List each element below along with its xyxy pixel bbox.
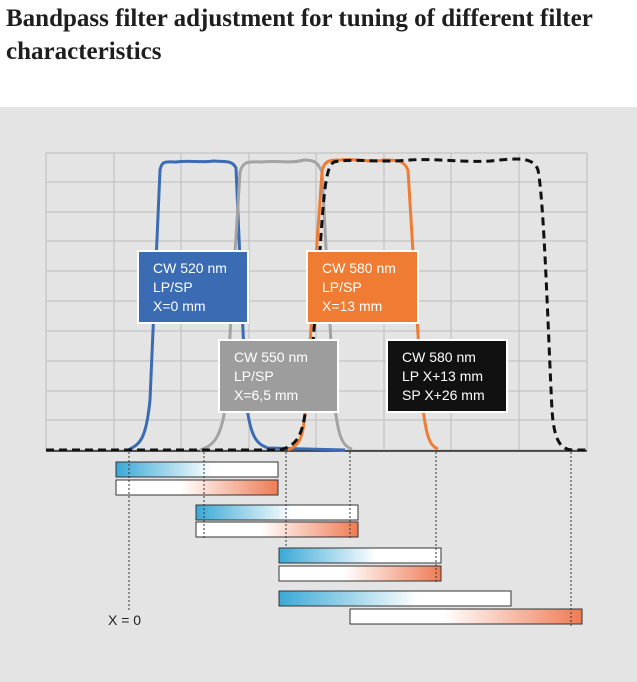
lp-bar-1 — [115, 461, 279, 478]
page-title: Bandpass filter adjustment for tuning of… — [6, 5, 593, 65]
cw520-line1: CW 520 nm — [153, 260, 227, 276]
cw580split-line1: CW 580 nm — [402, 349, 476, 365]
sp-bar-2 — [195, 521, 359, 538]
lp-bar-2 — [195, 504, 359, 521]
cw580split-line2: LP X+13 mm — [402, 368, 484, 384]
curve-cw520 — [127, 159, 346, 452]
cw550-line2: LP/SP — [234, 368, 274, 384]
cw580-line3: X=13 mm — [322, 298, 383, 314]
lp-bar-3 — [278, 547, 442, 564]
cw580split-line3: SP X+26 mm — [402, 387, 485, 403]
cw550-line1: CW 550 nm — [234, 349, 308, 365]
sp-bar-4 — [349, 608, 583, 625]
cw580-line1: CW 580 nm — [322, 260, 396, 276]
alignment-lines — [128, 452, 572, 626]
cw520-line2: LP/SP — [153, 279, 193, 295]
sp-bar-1 — [115, 479, 279, 496]
x-zero-label: X = 0 — [108, 612, 142, 628]
label-box-cw520: CW 520 nm LP/SP X=0 mm — [137, 250, 249, 324]
sp-bar-3 — [278, 565, 442, 582]
label-box-cw580-split: CW 580 nm LP X+13 mm SP X+26 mm — [386, 339, 508, 413]
lp-bar-4 — [278, 590, 512, 607]
cw580-line2: LP/SP — [322, 279, 362, 295]
cw550-line3: X=6,5 mm — [234, 387, 299, 403]
label-box-cw580: CW 580 nm LP/SP X=13 mm — [306, 250, 419, 324]
label-box-cw550: CW 550 nm LP/SP X=6,5 mm — [218, 339, 339, 413]
cw520-line3: X=0 mm — [153, 298, 206, 314]
